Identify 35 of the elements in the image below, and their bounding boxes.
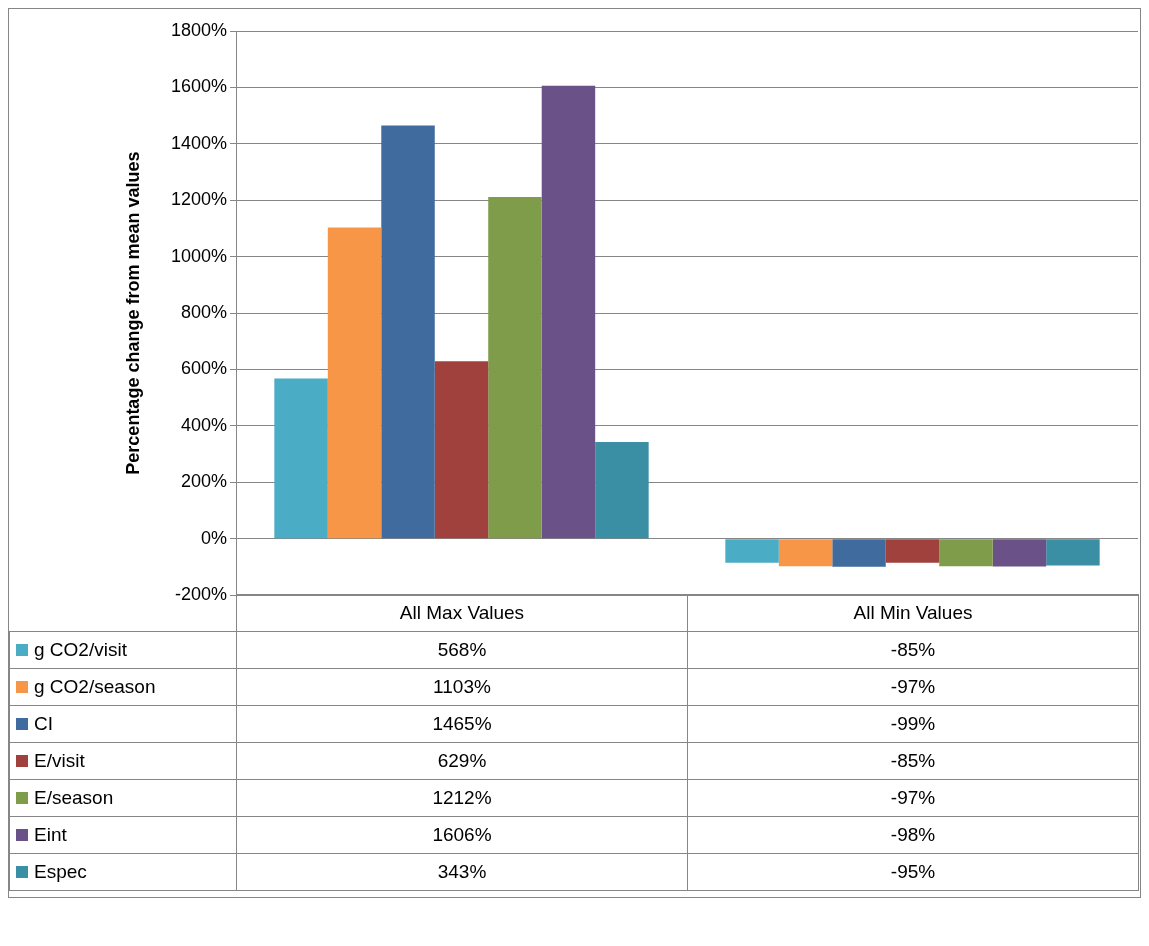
data-label: -97% bbox=[687, 668, 1139, 706]
legend-label: CI bbox=[34, 713, 53, 735]
y-tick-label: 600% bbox=[180, 358, 227, 379]
y-tick-label: 1600% bbox=[170, 76, 227, 97]
data-label: 1103% bbox=[236, 668, 688, 706]
x-tick-label: All Max Values bbox=[236, 594, 688, 632]
data-label: 568% bbox=[236, 631, 688, 669]
legend-label: E/season bbox=[34, 787, 114, 809]
data-label: 1212% bbox=[236, 779, 688, 817]
y-tick-label: 200% bbox=[180, 471, 227, 492]
legend-label: g CO2/season bbox=[34, 676, 156, 698]
legend-label: E/visit bbox=[34, 750, 85, 772]
y-tick-label: 1400% bbox=[170, 132, 227, 153]
legend-label: g CO2/visit bbox=[34, 639, 127, 661]
y-tick-label: 0% bbox=[200, 527, 227, 548]
data-label: 1606% bbox=[236, 816, 688, 854]
y-tick-label: 1800% bbox=[170, 19, 227, 40]
data-label: 1465% bbox=[236, 705, 688, 743]
x-tick-label: All Min Values bbox=[687, 594, 1139, 632]
data-label: -97% bbox=[687, 779, 1139, 817]
data-label: -85% bbox=[687, 742, 1139, 780]
y-tick-label: 1200% bbox=[170, 189, 227, 210]
data-label: -85% bbox=[687, 631, 1139, 669]
y-tick-label: 1000% bbox=[170, 245, 227, 266]
legend-label: Espec bbox=[34, 861, 87, 883]
data-label: 343% bbox=[236, 853, 688, 891]
y-tick-label: 800% bbox=[180, 302, 227, 323]
legend-label: Eint bbox=[34, 824, 67, 846]
data-label: -99% bbox=[687, 705, 1139, 743]
y-tick-label: 400% bbox=[180, 414, 227, 435]
data-label: -98% bbox=[687, 816, 1139, 854]
data-label: 629% bbox=[236, 742, 688, 780]
y-axis-title: Percentage change from mean values bbox=[122, 151, 143, 475]
y-tick-label: -200% bbox=[174, 584, 227, 605]
data-label: -95% bbox=[687, 853, 1139, 891]
